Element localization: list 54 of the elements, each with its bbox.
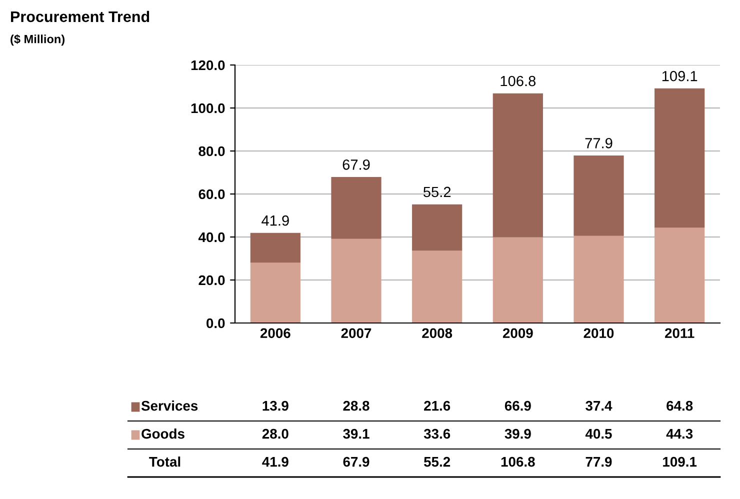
x-tick-label: 2010 bbox=[584, 328, 614, 338]
x-tick-label: 2011 bbox=[665, 328, 694, 338]
text: Procurement Trend bbox=[11, 10, 150, 22]
total-label: 41.9 bbox=[262, 215, 289, 226]
total-label: 67.9 bbox=[342, 160, 370, 170]
legend-label: Services bbox=[141, 400, 198, 411]
text: Total bbox=[149, 456, 180, 467]
data-label: 66.9 bbox=[504, 400, 531, 411]
total-label: 106.8 bbox=[500, 76, 536, 86]
x-tick-label: 2008 bbox=[422, 328, 452, 338]
data-label: 44.3 bbox=[666, 428, 693, 439]
data-label: 21.6 bbox=[424, 400, 450, 411]
x-tick-label: 2006 bbox=[260, 328, 290, 338]
x-tick-label: 2009 bbox=[502, 328, 533, 338]
text: 109.1 bbox=[663, 456, 697, 467]
data-label: 39.9 bbox=[504, 428, 531, 439]
data-label: 39.1 bbox=[343, 428, 370, 439]
data-label: 13.9 bbox=[262, 400, 288, 411]
y-tick-label: 40.0 bbox=[198, 232, 225, 242]
y-tick-label: 20.0 bbox=[198, 275, 225, 286]
y-tick-label: 60.0 bbox=[198, 189, 225, 200]
data-label: 37.4 bbox=[586, 400, 612, 411]
total-label: 77.9 bbox=[585, 138, 612, 148]
y-tick-label: 120.0 bbox=[191, 60, 225, 70]
bar bbox=[654, 88, 705, 228]
bar bbox=[574, 236, 624, 323]
data-label: 33.6 bbox=[424, 428, 450, 439]
bar bbox=[574, 156, 624, 236]
x-tick-label: 2007 bbox=[341, 328, 372, 338]
bar bbox=[250, 262, 300, 323]
bar bbox=[412, 204, 462, 251]
y-tick-label: 100.0 bbox=[191, 103, 225, 114]
text: ($ Million) bbox=[10, 34, 64, 46]
data-label: 28.0 bbox=[262, 428, 288, 439]
data-label: 40.5 bbox=[585, 428, 612, 439]
y-tick-label: 80.0 bbox=[198, 146, 225, 156]
bar bbox=[331, 177, 382, 239]
text: 55.2 bbox=[424, 456, 450, 467]
text: 106.8 bbox=[501, 456, 535, 467]
text: 67.9 bbox=[343, 456, 370, 467]
text: 77.9 bbox=[586, 456, 612, 467]
bar bbox=[492, 237, 543, 323]
data-label: 28.8 bbox=[343, 400, 370, 411]
bar bbox=[492, 93, 543, 238]
y-tick-label: 0.0 bbox=[206, 318, 225, 328]
text: 41.9 bbox=[262, 456, 288, 467]
total-label: 109.1 bbox=[662, 70, 698, 82]
bar bbox=[331, 238, 382, 323]
data-label: 64.8 bbox=[666, 400, 693, 411]
bar bbox=[654, 228, 705, 323]
bar bbox=[412, 250, 462, 323]
total-label: 55.2 bbox=[423, 186, 451, 198]
bar bbox=[250, 232, 300, 263]
legend-label: Goods bbox=[142, 428, 184, 439]
